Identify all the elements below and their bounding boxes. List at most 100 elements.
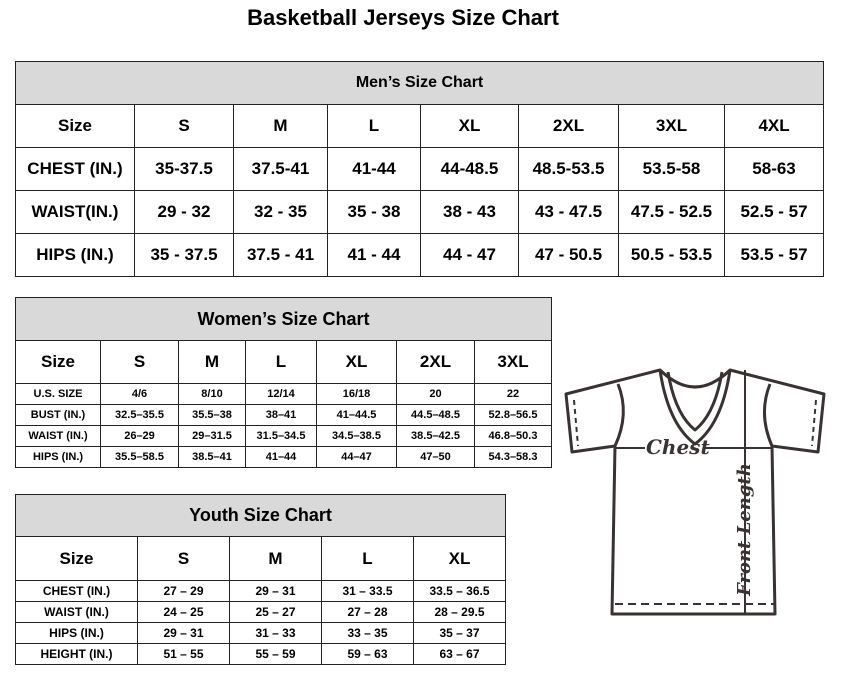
measurement-cell: 37.5-41 (233, 147, 328, 191)
measurement-cell: 47–50 (396, 446, 475, 468)
measurement-cell: 41–44.5 (316, 404, 397, 426)
t-shirt-icon: Chest Front Length (564, 368, 826, 616)
measurement-cell: 47.5 - 52.5 (618, 190, 725, 234)
measurement-cell: 25 – 27 (229, 601, 322, 623)
youth-table-title: Youth Size Chart (14, 494, 507, 537)
measurement-cell: 35-37.5 (134, 147, 234, 191)
table-row: HEIGHT (IN.) 51 – 55 55 – 59 59 – 63 63 – 67 (15, 643, 507, 665)
measurement-cell: 38.5–41 (178, 446, 246, 468)
measurement-cell: 31.5–34.5 (245, 425, 317, 447)
table-row: HIPS (IN.) 29 – 31 31 – 33 33 – 35 35 – 37 (15, 622, 507, 644)
measurement-cell: 48.5-53.5 (518, 147, 619, 191)
size-header-cell: XL (412, 536, 507, 581)
measurement-cell: 52.5 - 57 (723, 190, 825, 234)
table-row: CHEST (IN.) 35-37.5 37.5-41 41-44 44-48.5 48.… (15, 147, 825, 191)
measurement-cell: 29 – 31 (229, 580, 322, 602)
measurement-cell: 35.5–38 (178, 404, 246, 426)
table-row: HIPS (IN.) 35.5–58.5 38.5–41 41–44 44–47 47–5… (15, 446, 553, 468)
measurement-cell: 44.5–48.5 (396, 404, 475, 426)
measurement-cell: 8/10 (178, 383, 246, 405)
table-row: CHEST (IN.) 27 – 29 29 – 31 31 – 33.5 33.5 –… (15, 580, 507, 602)
row-label: HIPS (IN.) (15, 233, 135, 277)
measurement-cell: 26–29 (100, 425, 179, 447)
size-header-cell: S (134, 104, 234, 148)
measurement-cell: 29–31.5 (178, 425, 246, 447)
size-header-cell: 2XL (518, 104, 619, 148)
row-label: HIPS (IN.) (15, 446, 101, 468)
row-label: WAIST (IN.) (15, 425, 101, 447)
measurement-cell: 43 - 47.5 (518, 190, 619, 234)
size-header-row: Size S M L XL 2XL 3XL 4XL (15, 104, 825, 148)
mens-table-title: Men’s Size Chart (14, 61, 825, 105)
measurement-cell: 54.3–58.3 (473, 446, 553, 468)
measurement-cell: 31 – 33 (229, 622, 322, 644)
measurement-cell: 41 - 44 (327, 233, 421, 277)
size-header-cell: M (233, 104, 328, 148)
measurement-cell: 38.5–42.5 (396, 425, 475, 447)
measurement-cell: 47 - 50.5 (518, 233, 619, 277)
size-header-cell: L (245, 340, 317, 384)
youth-size-table: Youth Size Chart Size S M L XL CHEST (IN.) 27 … (14, 494, 507, 665)
measurement-cell: 20 (396, 383, 475, 405)
measurement-cell: 28 – 29.5 (412, 601, 507, 623)
measurement-cell: 4/6 (100, 383, 179, 405)
measurement-cell: 44 - 47 (420, 233, 519, 277)
measurement-cell: 41-44 (327, 147, 421, 191)
measurement-cell: 29 - 32 (134, 190, 234, 234)
measurement-cell: 22 (473, 383, 553, 405)
size-header-row: Size S M L XL 2XL 3XL (15, 340, 553, 384)
measurement-cell: 58-63 (723, 147, 825, 191)
size-header-cell: S (100, 340, 179, 384)
measurement-cell: 35 - 37.5 (134, 233, 234, 277)
row-label: U.S. SIZE (15, 383, 101, 405)
table-row: BUST (IN.) 32.5–35.5 35.5–38 38–41 41–44.5 44… (15, 404, 553, 426)
size-header-cell: 2XL (396, 340, 475, 384)
measurement-cell: 32 - 35 (233, 190, 328, 234)
size-header-cell: L (321, 536, 414, 581)
size-header-cell: 4XL (723, 104, 825, 148)
row-label: WAIST(IN.) (15, 190, 135, 234)
size-label: Size (15, 340, 101, 384)
mens-size-table: Men’s Size Chart Size S M L XL 2XL 3XL 4XL CHEST… (14, 61, 825, 277)
measurement-cell: 53.5-58 (618, 147, 725, 191)
measurement-cell: 55 – 59 (229, 643, 322, 665)
womens-size-table: Women’s Size Chart Size S M L XL 2XL 3XL U.S. S… (14, 297, 553, 468)
size-header-cell: 3XL (618, 104, 725, 148)
size-header-cell: L (327, 104, 421, 148)
row-label: CHEST (IN.) (15, 147, 135, 191)
size-header-cell: XL (316, 340, 397, 384)
measurement-cell: 35 – 37 (412, 622, 507, 644)
table-row: WAIST (IN.) 24 – 25 25 – 27 27 – 28 28 – 29.… (15, 601, 507, 623)
measurement-cell: 31 – 33.5 (321, 580, 414, 602)
womens-table-title: Women’s Size Chart (14, 297, 553, 341)
measurement-cell: 44-48.5 (420, 147, 519, 191)
measurement-cell: 27 – 28 (321, 601, 414, 623)
size-header-row: Size S M L XL (15, 536, 507, 581)
measurement-cell: 53.5 - 57 (723, 233, 825, 277)
size-header-cell: M (229, 536, 322, 581)
page-title: Basketball Jerseys Size Chart (247, 5, 559, 30)
measurement-cell: 35.5–58.5 (100, 446, 179, 468)
measurement-cell: 37.5 - 41 (233, 233, 328, 277)
row-label: BUST (IN.) (15, 404, 101, 426)
measurement-cell: 32.5–35.5 (100, 404, 179, 426)
measurement-cell: 50.5 - 53.5 (618, 233, 725, 277)
measurement-cell: 16/18 (316, 383, 397, 405)
table-row: WAIST(IN.) 29 - 32 32 - 35 35 - 38 38 - 43 43… (15, 190, 825, 234)
measurement-cell: 63 – 67 (412, 643, 507, 665)
measurement-cell: 59 – 63 (321, 643, 414, 665)
table-row: WAIST (IN.) 26–29 29–31.5 31.5–34.5 34.5–38.… (15, 425, 553, 447)
row-label: HEIGHT (IN.) (15, 643, 138, 665)
measurement-cell: 29 – 31 (137, 622, 230, 644)
measurement-cell: 46.8–50.3 (473, 425, 553, 447)
row-label: HIPS (IN.) (15, 622, 138, 644)
measurement-cell: 33 – 35 (321, 622, 414, 644)
chest-label: Chest (646, 435, 710, 459)
size-header-cell: XL (420, 104, 519, 148)
measurement-cell: 38 - 43 (420, 190, 519, 234)
front-length-label: Front Length (734, 463, 755, 597)
measurement-cell: 24 – 25 (137, 601, 230, 623)
measurement-cell: 51 – 55 (137, 643, 230, 665)
measurement-cell: 44–47 (316, 446, 397, 468)
measurement-cell: 27 – 29 (137, 580, 230, 602)
